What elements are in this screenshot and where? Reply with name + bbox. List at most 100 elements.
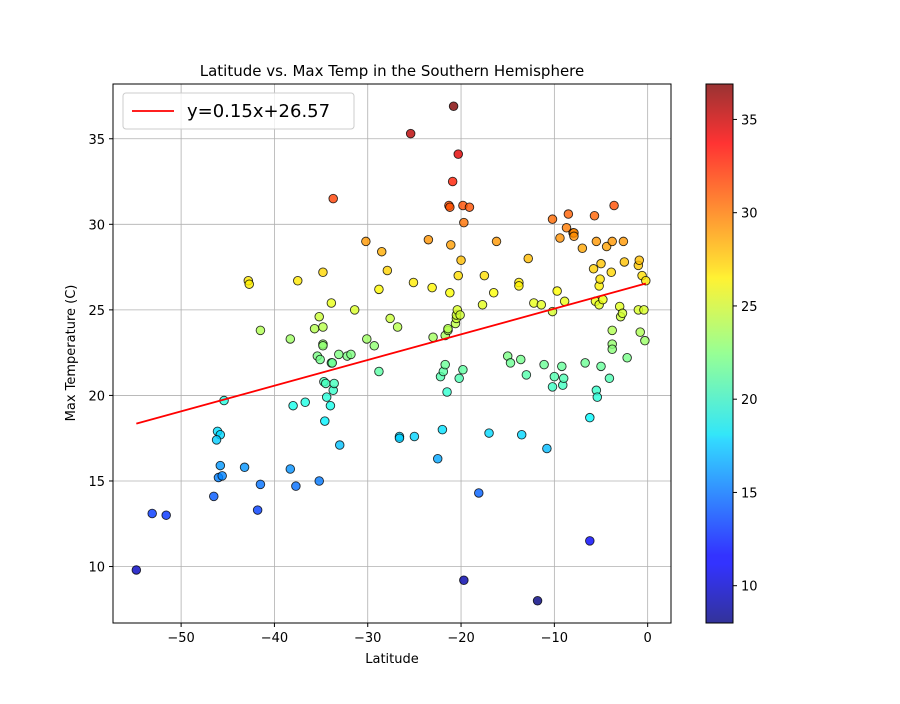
data-point [334, 349, 344, 360]
data-point [255, 325, 266, 336]
data-point [596, 361, 606, 372]
data-point [532, 596, 543, 606]
data-point [523, 253, 533, 264]
data-point [432, 453, 443, 464]
data-point [285, 464, 296, 474]
x-tick-label: −50 [167, 631, 194, 646]
data-point [641, 276, 651, 286]
data-point [161, 510, 171, 520]
data-point [392, 322, 403, 332]
data-point [563, 209, 574, 219]
colorbar-frame [705, 83, 734, 624]
data-point [595, 274, 605, 284]
data-point [211, 435, 222, 445]
data-point [443, 323, 453, 334]
data-point [382, 265, 393, 276]
data-point [314, 311, 324, 322]
data-point [459, 575, 469, 585]
data-point [516, 354, 526, 365]
data-point [217, 471, 227, 481]
data-point [244, 279, 254, 289]
data-point [318, 267, 328, 277]
data-point [558, 373, 569, 384]
data-point [328, 193, 338, 204]
y-tick-label: 15 [88, 475, 105, 490]
data-point [405, 128, 416, 139]
chart-title: Latitude vs. Max Temp in the Southern He… [200, 62, 585, 80]
grid-lines [113, 84, 671, 623]
data-point [427, 282, 437, 293]
data-point [589, 211, 600, 221]
data-point [634, 255, 645, 265]
data-point [209, 491, 219, 502]
legend-box [122, 92, 355, 130]
data-point [314, 476, 324, 486]
data-point [369, 341, 380, 351]
colorbar-tick-label: 15 [741, 486, 758, 501]
data-point [606, 267, 617, 277]
data-point [596, 258, 606, 269]
y-axis-label: Max Temperature (C) [64, 285, 79, 422]
data-point [291, 481, 301, 491]
data-point [315, 354, 325, 365]
x-tick-label: −40 [261, 631, 288, 646]
data-point [491, 236, 502, 247]
data-point [484, 428, 494, 438]
data-point [607, 344, 617, 354]
data-point [536, 299, 547, 310]
data-point [539, 359, 549, 370]
data-point [329, 378, 339, 389]
data-point [362, 334, 372, 344]
data-point [552, 286, 562, 296]
regression-line [136, 282, 647, 425]
data-point [547, 382, 558, 392]
data-point [464, 202, 475, 212]
data-point [455, 310, 465, 320]
data-point [147, 508, 157, 519]
data-point [440, 359, 450, 370]
data-point [474, 488, 484, 498]
data-point [585, 412, 595, 423]
data-point [374, 284, 384, 295]
data-point [617, 308, 628, 319]
colorbar-tick-label: 35 [741, 113, 758, 128]
data-point [456, 255, 466, 265]
data-point [458, 365, 468, 375]
data-point [327, 358, 338, 368]
data-point [619, 257, 630, 267]
data-point [446, 240, 456, 250]
data-point [514, 281, 524, 291]
data-point [557, 361, 567, 372]
data-points [131, 101, 651, 606]
data-point [591, 236, 602, 247]
data-point [479, 270, 490, 281]
data-point [321, 392, 332, 402]
y-tick-label: 25 [88, 304, 105, 319]
data-point [585, 536, 595, 546]
data-point [569, 231, 579, 242]
data-point [385, 313, 395, 324]
legend: y=0.15x+26.57 [122, 92, 355, 130]
y-tick-label: 20 [88, 389, 105, 404]
data-point [640, 335, 650, 346]
regression-layer [136, 282, 647, 425]
data-point [318, 322, 328, 332]
x-tick-label: 0 [644, 631, 652, 646]
data-point [459, 217, 469, 228]
data-point [454, 373, 464, 384]
data-point [592, 392, 603, 402]
data-point [542, 443, 552, 454]
data-point [635, 327, 645, 337]
data-point [477, 299, 488, 310]
data-point [325, 400, 336, 411]
data-point [547, 214, 558, 224]
data-point [288, 400, 298, 411]
x-axis-label: Latitude [365, 652, 419, 667]
data-point [577, 243, 588, 254]
data-point [326, 298, 337, 308]
data-point [320, 378, 331, 389]
data-point [309, 323, 320, 334]
data-point [607, 325, 617, 336]
